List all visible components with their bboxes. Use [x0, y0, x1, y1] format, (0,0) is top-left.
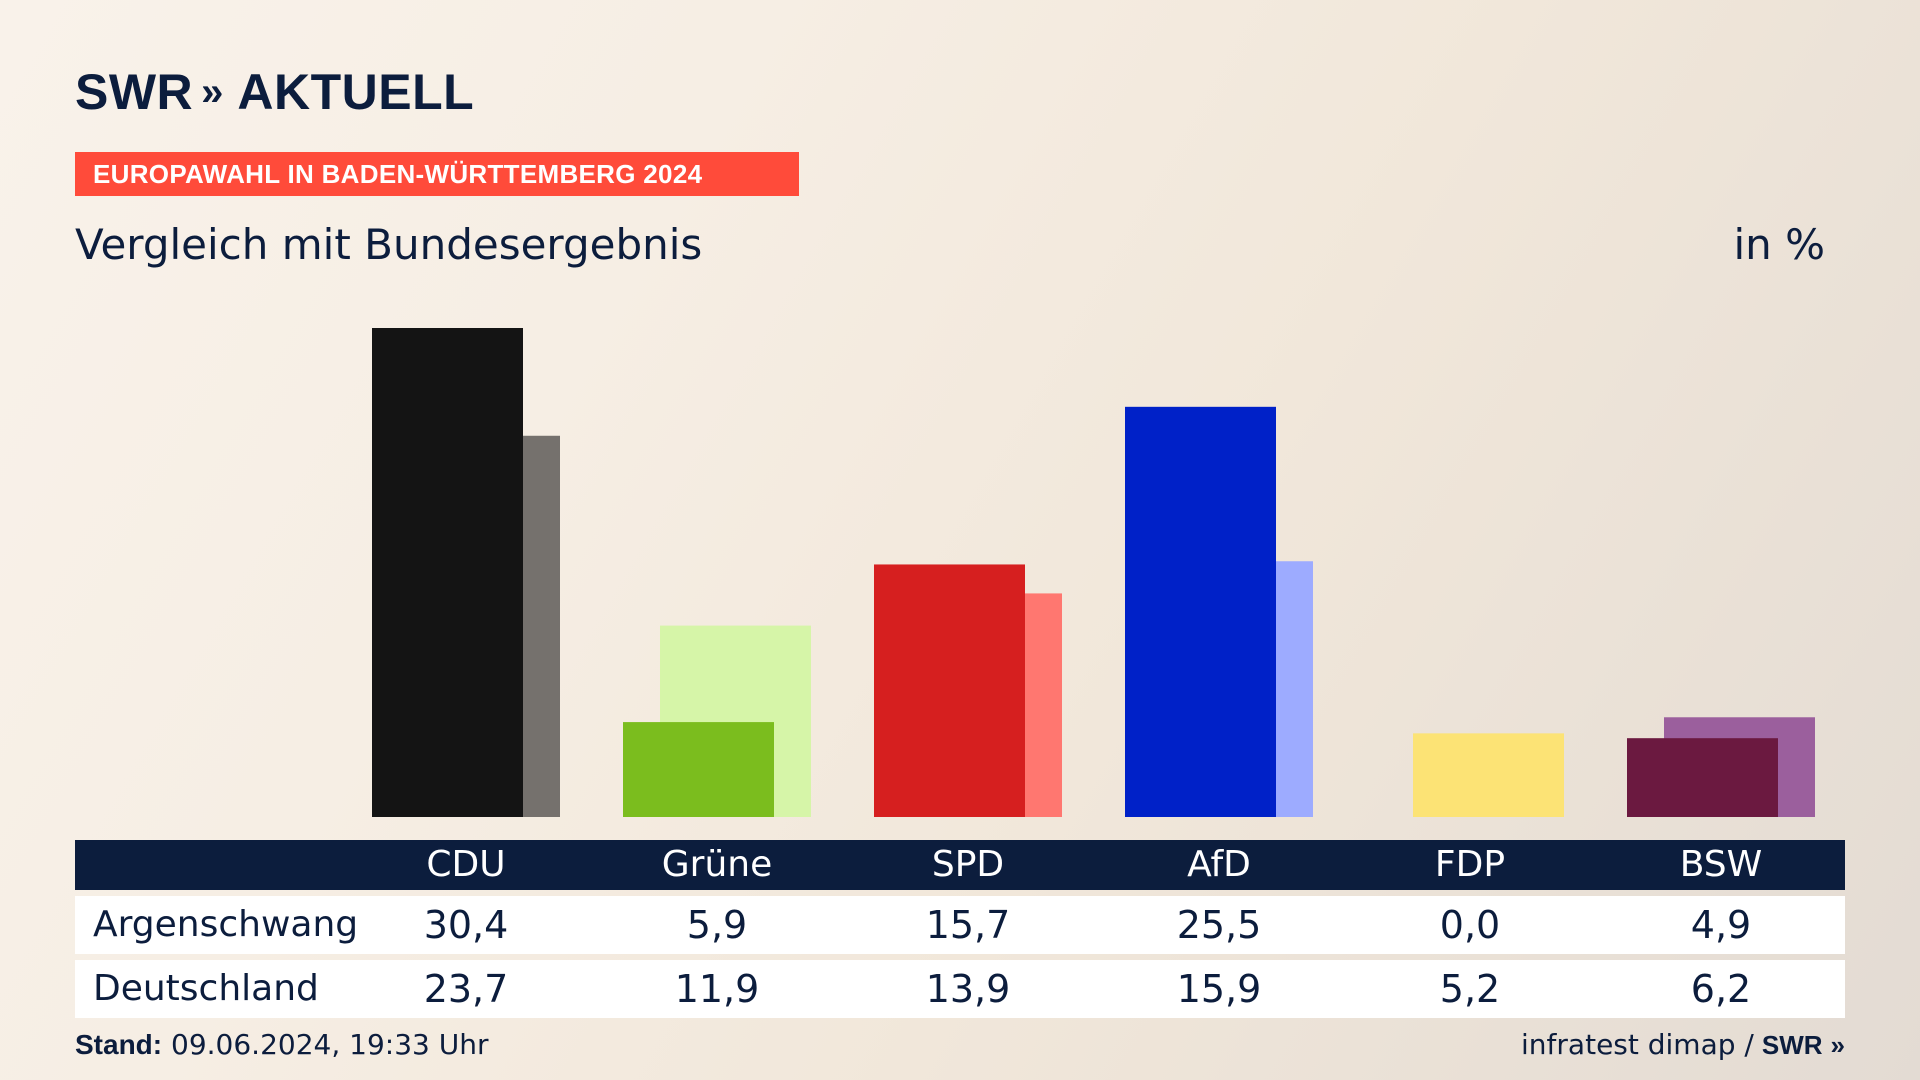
stand-value: 09.06.2024, 19:33 Uhr — [171, 1028, 489, 1061]
stand-label: Stand: — [75, 1029, 163, 1060]
bar-argenschwang-0 — [372, 328, 523, 817]
value-cell: 23,7 — [423, 967, 509, 1011]
value-cell: 5,9 — [686, 903, 748, 947]
timestamp: Stand: 09.06.2024, 19:33 Uhr — [75, 1028, 488, 1061]
category-label: Grüne — [661, 844, 773, 885]
value-cell: 0,0 — [1439, 903, 1501, 947]
table-row: Argenschwang 30,4 5,9 15,7 25,5 0,0 4,9 — [75, 896, 1845, 954]
row-label: Deutschland — [93, 968, 319, 1009]
unit-label: in % — [1733, 220, 1825, 269]
category-label: BSW — [1679, 844, 1763, 885]
row-label: Argenschwang — [93, 904, 359, 945]
source-text: infratest dimap / — [1521, 1028, 1754, 1061]
value-cell: 30,4 — [423, 903, 509, 947]
bar-chart — [372, 328, 1815, 817]
value-cell: 15,9 — [1176, 967, 1262, 1011]
category-label: AfD — [1187, 844, 1251, 885]
bar-deutschland-4 — [1413, 733, 1564, 817]
category-label: CDU — [426, 844, 506, 885]
value-cell: 6,2 — [1690, 967, 1752, 1011]
value-cell: 25,5 — [1176, 903, 1262, 947]
category-label: SPD — [931, 844, 1005, 885]
logo-section: AKTUELL — [237, 64, 475, 120]
results-table: CDU Grüne SPD AfD FDP BSW Argenschwang 30,4 5,… — [75, 840, 1845, 1018]
source-credit: infratest dimap / SWR » — [1521, 1028, 1845, 1061]
value-cell: 5,2 — [1439, 967, 1501, 1011]
value-cell: 13,9 — [925, 967, 1011, 1011]
bar-argenschwang-1 — [623, 722, 774, 817]
value-cell: 4,9 — [1690, 903, 1752, 947]
value-cell: 11,9 — [674, 967, 760, 1011]
logo-text: SWR — [75, 64, 194, 120]
table-row: Deutschland 23,7 11,9 13,9 15,9 5,2 6,2 — [75, 960, 1845, 1018]
election-banner: EUROPAWAHL IN BADEN-WÜRTTEMBERG 2024 — [75, 152, 799, 196]
bar-argenschwang-3 — [1125, 406, 1276, 817]
bar-argenschwang-5 — [1627, 738, 1778, 817]
swr-logo: SWR — [1761, 1030, 1823, 1060]
table-header: CDU Grüne SPD AfD FDP BSW — [75, 840, 1845, 890]
bar-argenschwang-2 — [874, 564, 1025, 817]
value-cell: 15,7 — [925, 903, 1011, 947]
chart-subtitle: Vergleich mit Bundesergebnis — [75, 220, 703, 269]
swr-aktuell-logo: SWR » AKTUELL — [75, 62, 474, 122]
category-label: FDP — [1434, 844, 1506, 885]
chevrons-icon: » — [1830, 1030, 1845, 1060]
